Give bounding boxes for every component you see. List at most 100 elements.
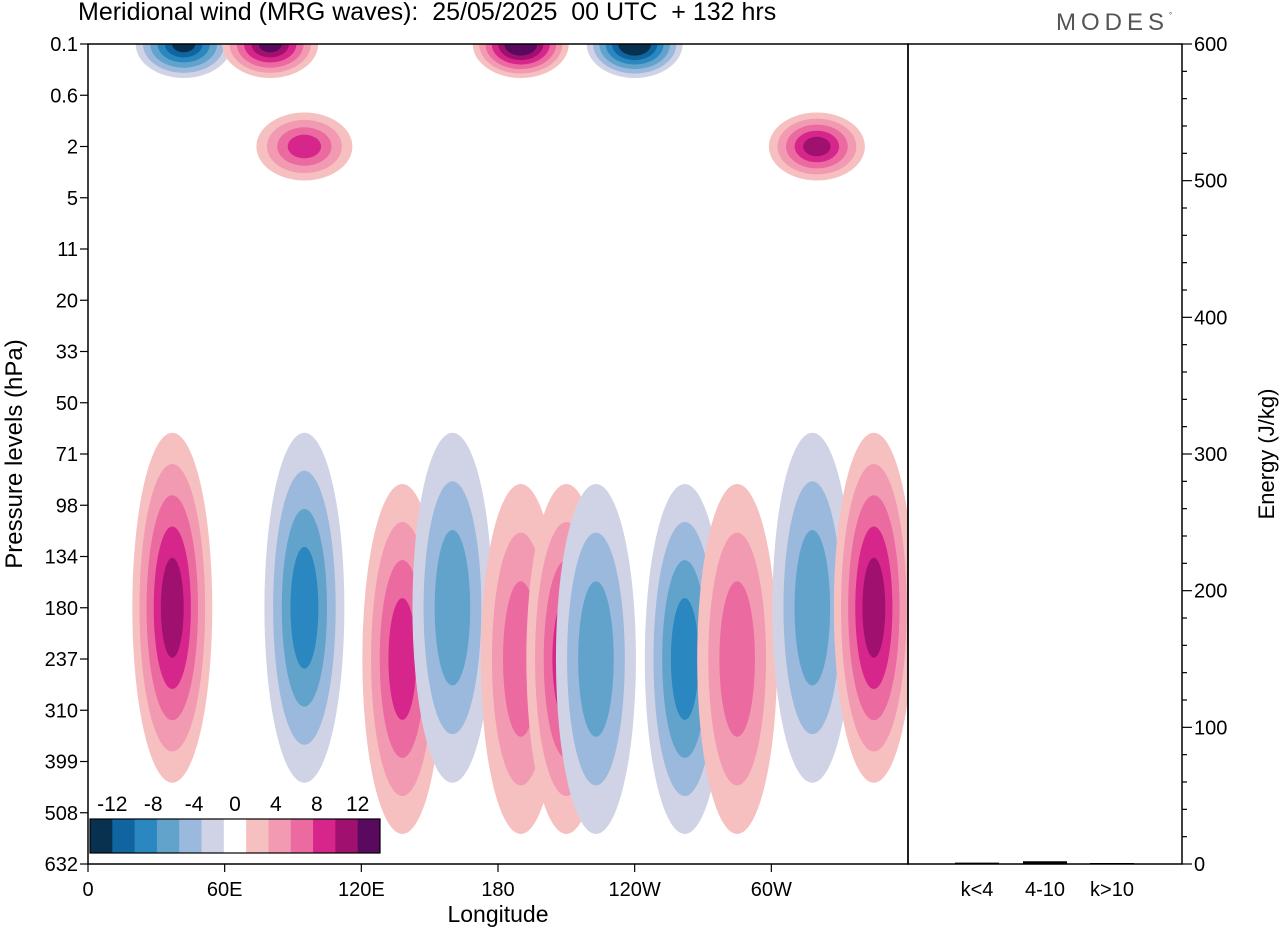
- y-tick-label: 632: [45, 854, 78, 876]
- colorbar-swatch: [290, 819, 314, 853]
- heatmap-contours: [132, 44, 908, 834]
- energy-bars: [955, 861, 1134, 864]
- y-tick-label: 134: [45, 547, 78, 569]
- x-tick-label: 180: [481, 879, 514, 901]
- contour-blob: [772, 432, 853, 783]
- energy-tick-label: 500: [1194, 171, 1227, 193]
- colorbar-label: -12: [97, 793, 127, 816]
- colorbar-label: 0: [229, 793, 241, 816]
- colorbar-label: 12: [346, 793, 369, 816]
- colorbar-swatch: [90, 819, 113, 853]
- colorbar-swatch: [201, 819, 225, 853]
- contour-blob: [555, 484, 636, 834]
- contour-level: [578, 581, 614, 737]
- contour-blob: [132, 432, 213, 783]
- contour-level: [258, 44, 282, 53]
- x-tick-label: 120W: [609, 879, 661, 901]
- x-tick-label: 60E: [207, 879, 243, 901]
- contour-blob: [222, 44, 319, 78]
- x-tick-label: 0: [82, 879, 93, 901]
- y-tick-label: 2: [67, 137, 78, 159]
- y-tick-label: 237: [45, 649, 78, 671]
- contour-level: [862, 557, 886, 658]
- y-tick-label: 0.6: [50, 85, 78, 107]
- colorbar-label: 4: [270, 793, 282, 816]
- energy-tick-label: 200: [1194, 581, 1227, 603]
- contour-level: [624, 44, 645, 52]
- energy-axis-label: Energy (J/kg): [1254, 389, 1279, 520]
- colorbar-label: -4: [185, 793, 204, 816]
- y-tick-label: 0.1: [50, 34, 78, 56]
- energy-bar: [1090, 863, 1134, 864]
- colorbar-swatch: [223, 819, 247, 853]
- y-tick-label: 33: [56, 342, 78, 364]
- y-tick-label: 20: [56, 290, 78, 312]
- energy-tick-label: 0: [1194, 854, 1205, 876]
- energy-axis: 0 100 200 300 400 500 600: [1182, 34, 1227, 876]
- x-tick-label: 60W: [751, 879, 792, 901]
- energy-tick-label: 600: [1194, 34, 1227, 56]
- contour-level: [290, 546, 319, 669]
- y-axis-label: Pressure levels (hPa): [1, 339, 28, 568]
- y-tick-label: 399: [45, 752, 78, 774]
- energy-panel: 0 100 200 300 400 500 600 k<4 4-10 k>10 Energy (…: [907, 34, 1279, 901]
- y-tick-label: 50: [56, 393, 78, 415]
- colorbar-swatch: [134, 819, 158, 853]
- brand-mark: °: [1169, 11, 1173, 20]
- contour-level: [434, 529, 471, 686]
- colorbar-swatch: [246, 819, 269, 853]
- colorbar-swatch: [357, 819, 381, 853]
- energy-frame: [907, 43, 1183, 865]
- colorbar: -12 -8 -4 0 4 8 12: [89, 793, 381, 854]
- y-tick-label: 180: [45, 598, 78, 620]
- energy-tick-label: 300: [1194, 444, 1227, 466]
- contour-level: [670, 598, 699, 720]
- colorbar-swatch: [179, 819, 203, 853]
- contour-blob: [586, 44, 683, 78]
- y-tick-label: 71: [56, 444, 78, 466]
- y-tick-label: 5: [67, 188, 78, 210]
- colorbar-label: 8: [311, 793, 323, 816]
- colorbar-swatch: [268, 819, 292, 853]
- pressure-axis: 0.1 0.6 2 5 11 20 33 50 71 98 134 180 237 310 399 508 63…: [45, 34, 88, 876]
- colorbar-frame: [89, 818, 381, 854]
- contour-level: [287, 134, 322, 159]
- colorbar-label: -8: [144, 793, 163, 816]
- contour-blob: [768, 112, 865, 181]
- contour-blob: [256, 112, 353, 181]
- colorbar-swatch: [156, 819, 180, 853]
- y-tick-label: 508: [45, 803, 78, 825]
- contour-blob: [833, 432, 908, 783]
- contour-level: [510, 44, 531, 52]
- modes-logo: MODES°: [1056, 9, 1172, 37]
- energy-tick-label: 400: [1194, 307, 1227, 329]
- contour-level: [803, 136, 831, 157]
- contour-level: [794, 529, 831, 686]
- energy-category-label: k>10: [1090, 879, 1134, 901]
- energy-bar: [1023, 861, 1067, 864]
- contour-level: [719, 581, 755, 737]
- y-tick-label: 310: [45, 700, 78, 722]
- y-tick-label: 11: [57, 239, 78, 261]
- colorbar-swatch: [335, 819, 359, 853]
- contour-blob: [412, 432, 493, 783]
- contour-level: [388, 598, 417, 720]
- chart-title: Meridional wind (MRG waves): 25/05/2025 …: [78, 0, 777, 26]
- contour-blob: [472, 44, 569, 78]
- energy-categories: k<4 4-10 k>10: [961, 879, 1134, 901]
- energy-bar: [955, 862, 999, 864]
- heatmap-panel: 0.1 0.6 2 5 11 20 33 50 71 98 134 180 237 310 399 508 63…: [1, 34, 909, 927]
- energy-tick-label: 100: [1194, 717, 1227, 739]
- y-tick-label: 98: [56, 495, 78, 517]
- contour-level: [160, 557, 184, 658]
- colorbar-swatch: [112, 819, 136, 853]
- energy-category-label: k<4: [961, 879, 994, 901]
- longitude-axis: 0 60E 120E 180 120W 60W: [82, 864, 792, 901]
- contour-blob: [697, 484, 778, 834]
- contour-blob: [264, 432, 345, 783]
- contour-blob: [135, 44, 232, 78]
- x-tick-label: 120E: [338, 879, 385, 901]
- brand-name: MODES: [1056, 9, 1170, 36]
- x-axis-label: Longitude: [447, 901, 548, 927]
